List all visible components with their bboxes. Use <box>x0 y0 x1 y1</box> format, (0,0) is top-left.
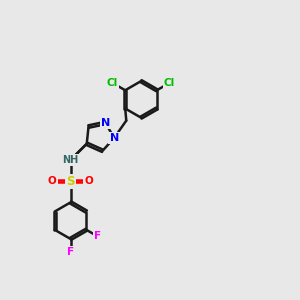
Text: Cl: Cl <box>107 78 118 88</box>
Text: NH: NH <box>62 155 79 165</box>
Text: S: S <box>66 175 75 188</box>
Text: O: O <box>48 176 57 186</box>
Text: O: O <box>84 176 93 186</box>
Text: F: F <box>67 247 74 257</box>
Text: N: N <box>110 133 119 143</box>
Text: Cl: Cl <box>164 78 175 88</box>
Text: N: N <box>101 118 110 128</box>
Text: F: F <box>94 231 101 242</box>
